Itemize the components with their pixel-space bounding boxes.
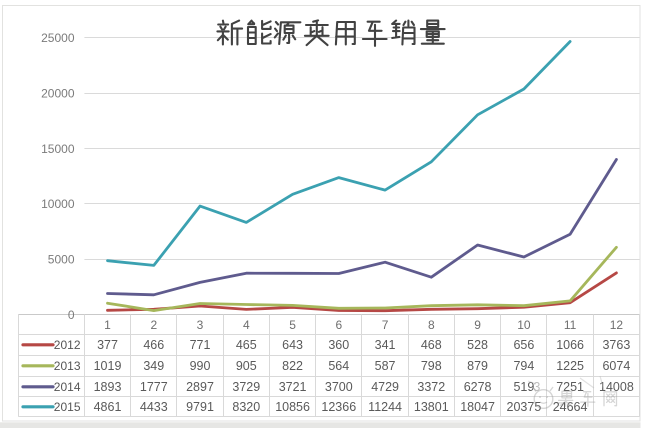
svg-text:3721: 3721 [279, 380, 307, 394]
svg-text:1893: 1893 [94, 380, 122, 394]
svg-text:6074: 6074 [602, 359, 630, 373]
svg-text:9791: 9791 [186, 400, 214, 414]
svg-text:4433: 4433 [140, 400, 168, 414]
svg-text:4: 4 [243, 318, 250, 332]
svg-text:7: 7 [382, 318, 389, 332]
svg-text:466: 466 [143, 338, 164, 352]
svg-text:465: 465 [236, 338, 257, 352]
svg-text:4861: 4861 [94, 400, 122, 414]
svg-text:587: 587 [375, 359, 396, 373]
svg-text:10000: 10000 [41, 197, 75, 211]
svg-text:24664: 24664 [553, 400, 588, 414]
svg-text:12: 12 [610, 318, 624, 332]
svg-text:564: 564 [328, 359, 349, 373]
svg-text:3729: 3729 [232, 380, 260, 394]
svg-text:519: 519 [513, 380, 534, 394]
svg-text:5: 5 [289, 318, 296, 332]
svg-text:1066: 1066 [556, 338, 584, 352]
svg-text:341: 341 [375, 338, 396, 352]
svg-text:11244: 11244 [368, 400, 402, 414]
svg-text:4729: 4729 [371, 380, 399, 394]
svg-text:3: 3 [197, 318, 204, 332]
svg-text:528: 528 [467, 338, 488, 352]
svg-text:1777: 1777 [140, 380, 168, 394]
svg-text:11: 11 [564, 318, 577, 332]
svg-text:1: 1 [104, 318, 111, 332]
svg-text:9: 9 [474, 318, 481, 332]
svg-text:12366: 12366 [321, 400, 356, 414]
svg-text:8320: 8320 [232, 400, 260, 414]
svg-text:3372: 3372 [417, 380, 445, 394]
svg-text:794: 794 [513, 359, 534, 373]
svg-text:2012: 2012 [54, 338, 81, 352]
svg-text:25000: 25000 [41, 31, 75, 45]
svg-text:771: 771 [190, 338, 211, 352]
svg-text:6: 6 [335, 318, 342, 332]
svg-text:10: 10 [517, 318, 531, 332]
svg-text:468: 468 [421, 338, 442, 352]
svg-text:10856: 10856 [275, 400, 310, 414]
svg-text:3700: 3700 [325, 380, 353, 394]
svg-text:0: 0 [68, 308, 75, 322]
svg-text:2015: 2015 [54, 400, 81, 414]
svg-text:798: 798 [421, 359, 442, 373]
svg-text:8: 8 [428, 318, 435, 332]
svg-text:360: 360 [328, 338, 349, 352]
svg-text:822: 822 [282, 359, 303, 373]
svg-text:18047: 18047 [460, 400, 495, 414]
svg-text:2: 2 [150, 318, 157, 332]
svg-text:7251: 7251 [556, 380, 584, 394]
svg-text:643: 643 [282, 338, 303, 352]
svg-text:879: 879 [467, 359, 488, 373]
svg-text:990: 990 [190, 359, 211, 373]
svg-text:3763: 3763 [602, 338, 630, 352]
svg-text:656: 656 [513, 338, 534, 352]
svg-text:20375: 20375 [507, 400, 542, 414]
svg-text:349: 349 [143, 359, 164, 373]
svg-text:5000: 5000 [48, 253, 75, 267]
svg-text:377: 377 [97, 338, 118, 352]
svg-text:14008: 14008 [599, 380, 634, 394]
svg-text:2013: 2013 [54, 359, 81, 373]
svg-text:2897: 2897 [186, 380, 214, 394]
svg-text:2014: 2014 [54, 380, 81, 394]
svg-text:15000: 15000 [41, 142, 75, 156]
svg-text:905: 905 [236, 359, 257, 373]
svg-text:1019: 1019 [94, 359, 122, 373]
svg-text:3: 3 [533, 380, 540, 394]
svg-text:1225: 1225 [556, 359, 584, 373]
svg-text:6278: 6278 [464, 380, 492, 394]
svg-text:20000: 20000 [41, 86, 75, 100]
svg-text:13801: 13801 [414, 400, 449, 414]
